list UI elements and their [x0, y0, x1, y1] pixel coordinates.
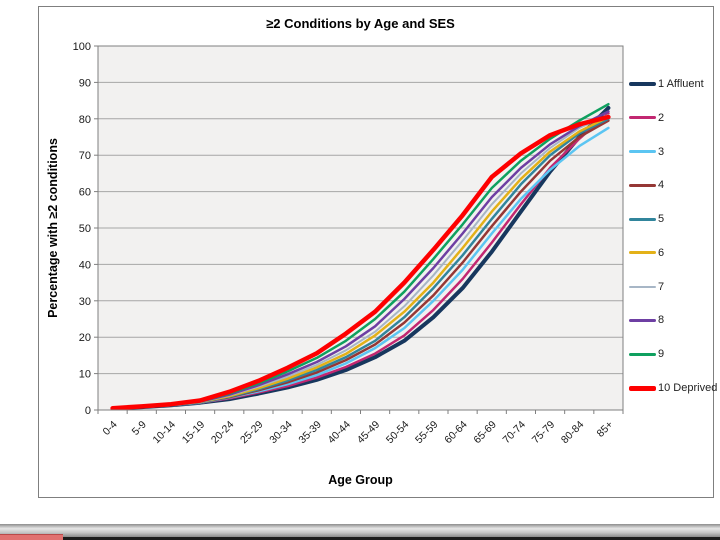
series-line-10-deprived [110, 114, 611, 411]
y-tick-label: 20 [79, 332, 91, 344]
x-tick-label: 80-84 [559, 419, 587, 447]
slide-bottom-red-accent [0, 534, 63, 540]
y-tick-label: 100 [73, 41, 91, 53]
legend-swatch [629, 82, 656, 86]
y-tick-label: 50 [79, 223, 91, 235]
legend-label: 8 [658, 314, 665, 327]
x-tick-label: 70-74 [501, 419, 529, 447]
legend-label: 2 [658, 111, 665, 124]
legend-item-10-deprived: 10 Deprived [629, 380, 717, 396]
x-tick-label: 50-54 [384, 419, 412, 447]
legend-swatch [629, 285, 656, 288]
legend-item-2: 2 [629, 110, 664, 126]
x-tick-label: 60-64 [442, 419, 470, 447]
y-axis-title-wrap: Percentage with ≥2 conditions [39, 46, 67, 410]
legend-swatch [629, 183, 656, 187]
slide-bottom-dark-strip [0, 537, 720, 540]
x-axis-title: Age Group [328, 473, 393, 487]
legend-label: 10 Deprived [658, 382, 718, 395]
legend-swatch [629, 217, 656, 221]
legend-swatch [629, 352, 656, 356]
y-tick-label: 40 [79, 259, 91, 271]
x-tick-label: 5-9 [130, 419, 149, 438]
legend-label: 4 [658, 179, 665, 192]
legend-label: 6 [658, 246, 665, 259]
x-tick-label: 20-24 [209, 419, 237, 447]
chart-title: ≥2 Conditions by Age and SES [266, 16, 455, 31]
legend-label: 1 Affluent [658, 78, 704, 90]
y-tick-label: 60 [79, 187, 91, 199]
x-tick-label: 45-49 [355, 419, 383, 447]
x-tick-label: 35-39 [296, 419, 324, 447]
x-tick-label: 40-44 [326, 419, 354, 447]
chart-container: ≥2 Conditions by Age and SES 0 10 20 30 40 50… [38, 6, 717, 499]
legend-swatch [629, 116, 656, 120]
legend-item-5: 5 [629, 211, 664, 227]
line-chart: 0 10 20 30 40 50 60 70 80 90 100 0-4 5-9 10-14 15-19 20… [73, 41, 624, 447]
x-tick-label: 75-79 [530, 419, 558, 447]
legend-item-8: 8 [629, 312, 664, 328]
y-tick-label: 0 [85, 405, 91, 417]
legend-item-6: 6 [629, 245, 664, 261]
y-tick-label: 30 [79, 296, 91, 308]
legend-swatch [629, 385, 656, 391]
x-tick-label: 30-34 [267, 419, 295, 447]
x-tick-label: 15-19 [180, 419, 208, 447]
legend-swatch [629, 150, 656, 154]
y-tick-label: 80 [79, 114, 91, 126]
y-tick-label: 10 [79, 369, 91, 381]
y-tick-label: 70 [79, 150, 91, 162]
slide-bottom-gray-bar [0, 524, 720, 537]
y-axis-title: Percentage with ≥2 conditions [46, 138, 60, 318]
legend-item-4: 4 [629, 177, 664, 193]
legend: 1 Affluent 2 3 4 5 6 7 8 9 10 Deprived [629, 7, 717, 499]
x-tick-label: 65-69 [471, 419, 499, 447]
legend-item-9: 9 [629, 346, 664, 362]
x-tick-label: 55-59 [413, 419, 441, 447]
legend-label: 3 [658, 145, 665, 158]
legend-label: 5 [658, 213, 665, 226]
legend-label: 9 [658, 348, 665, 361]
legend-item-7: 7 [629, 279, 664, 295]
x-tick-label: 10-14 [151, 419, 179, 447]
legend-item-1-affluent: 1 Affluent [629, 76, 704, 92]
x-tick-label: 0-4 [100, 419, 119, 438]
legend-label: 7 [658, 280, 665, 293]
legend-swatch [629, 251, 656, 255]
y-tick-label: 90 [79, 77, 91, 89]
legend-item-3: 3 [629, 144, 664, 160]
x-tick-label: 25-29 [238, 419, 266, 447]
x-tick-label: 85+ [594, 419, 615, 440]
legend-swatch [629, 318, 656, 322]
